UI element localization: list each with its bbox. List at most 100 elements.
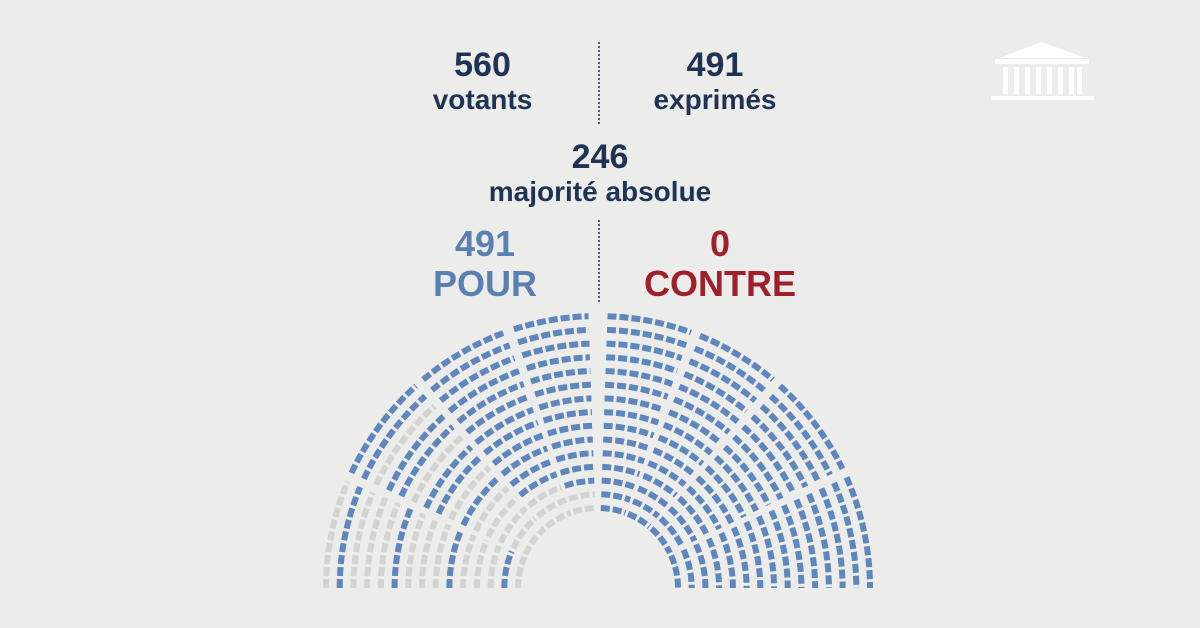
seat-row	[398, 424, 455, 498]
seat-row	[603, 436, 650, 452]
seat-row	[647, 460, 687, 488]
seat-row	[432, 523, 452, 589]
contre-stat: 0 CONTRE	[625, 226, 815, 302]
seat-row	[601, 491, 632, 503]
seat-row	[683, 371, 749, 414]
seat-row	[673, 396, 731, 435]
seat-row	[497, 505, 529, 544]
seat-row	[698, 333, 775, 382]
seat-row	[518, 471, 558, 498]
seat-row	[626, 511, 652, 530]
majorite-stat: 246 majorité absolue	[440, 140, 760, 206]
seat-row	[693, 345, 766, 393]
seat-row	[559, 463, 594, 476]
seat-row	[604, 395, 664, 413]
seat-row	[447, 368, 521, 414]
seat-row	[600, 505, 627, 516]
seat-row	[546, 422, 593, 437]
assemblee-nationale-building-icon	[991, 42, 1094, 100]
seat-row	[535, 497, 568, 519]
seat-row	[487, 544, 502, 589]
seat-row	[517, 326, 590, 346]
seat-row	[361, 393, 428, 481]
seat-row	[743, 520, 764, 589]
seat-row	[491, 432, 544, 467]
seat-row	[572, 505, 596, 515]
seat-row	[677, 495, 710, 537]
seat-row	[606, 340, 683, 362]
seat-row	[781, 504, 805, 589]
seat-row	[336, 485, 363, 589]
seat-row	[446, 528, 464, 589]
seat-row	[667, 409, 722, 446]
seat-row	[529, 368, 591, 385]
seat-row	[501, 550, 515, 589]
exprimes-label: exprimés	[653, 84, 777, 115]
seat-row	[473, 539, 490, 589]
seat-row	[563, 477, 595, 489]
pour-stat: 491 POUR	[405, 226, 565, 302]
seat-row	[607, 313, 693, 336]
seat-row	[473, 485, 510, 533]
seat-row	[730, 526, 750, 589]
seat-row	[680, 548, 695, 589]
seat-row	[602, 450, 646, 465]
seat-row	[688, 358, 758, 403]
seat-row	[637, 485, 670, 509]
seat-row	[756, 515, 778, 589]
seat-row	[722, 444, 772, 507]
seat-row	[391, 507, 414, 589]
majorite-label: majorité absolue	[488, 176, 712, 207]
seat-row	[843, 476, 873, 589]
seat-row	[350, 491, 376, 589]
seat-row	[448, 465, 492, 521]
votants-label: votants	[432, 84, 533, 115]
seat-row	[806, 492, 832, 589]
seat-row	[348, 383, 419, 475]
seat-row	[515, 555, 528, 589]
seat-row	[604, 381, 669, 400]
seat-row	[410, 434, 464, 504]
seat-row	[373, 403, 437, 486]
seat-row	[704, 465, 747, 519]
seat-row	[649, 526, 673, 555]
seat-row	[460, 534, 477, 589]
seat-row	[419, 518, 439, 589]
seat-row	[693, 543, 709, 589]
seat-row	[705, 537, 723, 589]
seat-row	[662, 422, 714, 456]
seat-row	[551, 436, 593, 450]
seat-row	[500, 445, 549, 477]
seat-row	[686, 485, 722, 531]
top-divider	[598, 42, 600, 124]
seat-row	[667, 505, 698, 543]
seat-row	[732, 434, 784, 501]
bottom-divider	[598, 220, 600, 302]
seat-row	[544, 509, 572, 530]
seat-row	[741, 424, 796, 495]
seat-row	[322, 480, 351, 589]
seat-row	[605, 368, 674, 387]
seat-row	[759, 403, 821, 483]
seat-row	[526, 484, 563, 509]
seat-row	[602, 463, 641, 478]
seat-row	[405, 512, 427, 589]
seat-row	[668, 554, 681, 589]
seat-row	[603, 409, 660, 426]
seat-row	[509, 458, 553, 488]
seat-row	[364, 496, 389, 589]
majorite-count: 246	[571, 138, 629, 176]
seat-row	[555, 450, 594, 463]
seat-row	[525, 354, 591, 372]
votants-stat: 560 votants	[400, 48, 565, 114]
seat-row	[512, 313, 589, 333]
seat-row	[793, 498, 819, 589]
seat-row	[510, 516, 538, 550]
pour-label: POUR	[432, 263, 537, 304]
seat-row	[423, 444, 474, 510]
votants-count: 560	[454, 46, 511, 84]
exprimes-stat: 491 exprimés	[630, 48, 800, 114]
seat-row	[534, 381, 592, 398]
seat-row	[430, 342, 511, 393]
